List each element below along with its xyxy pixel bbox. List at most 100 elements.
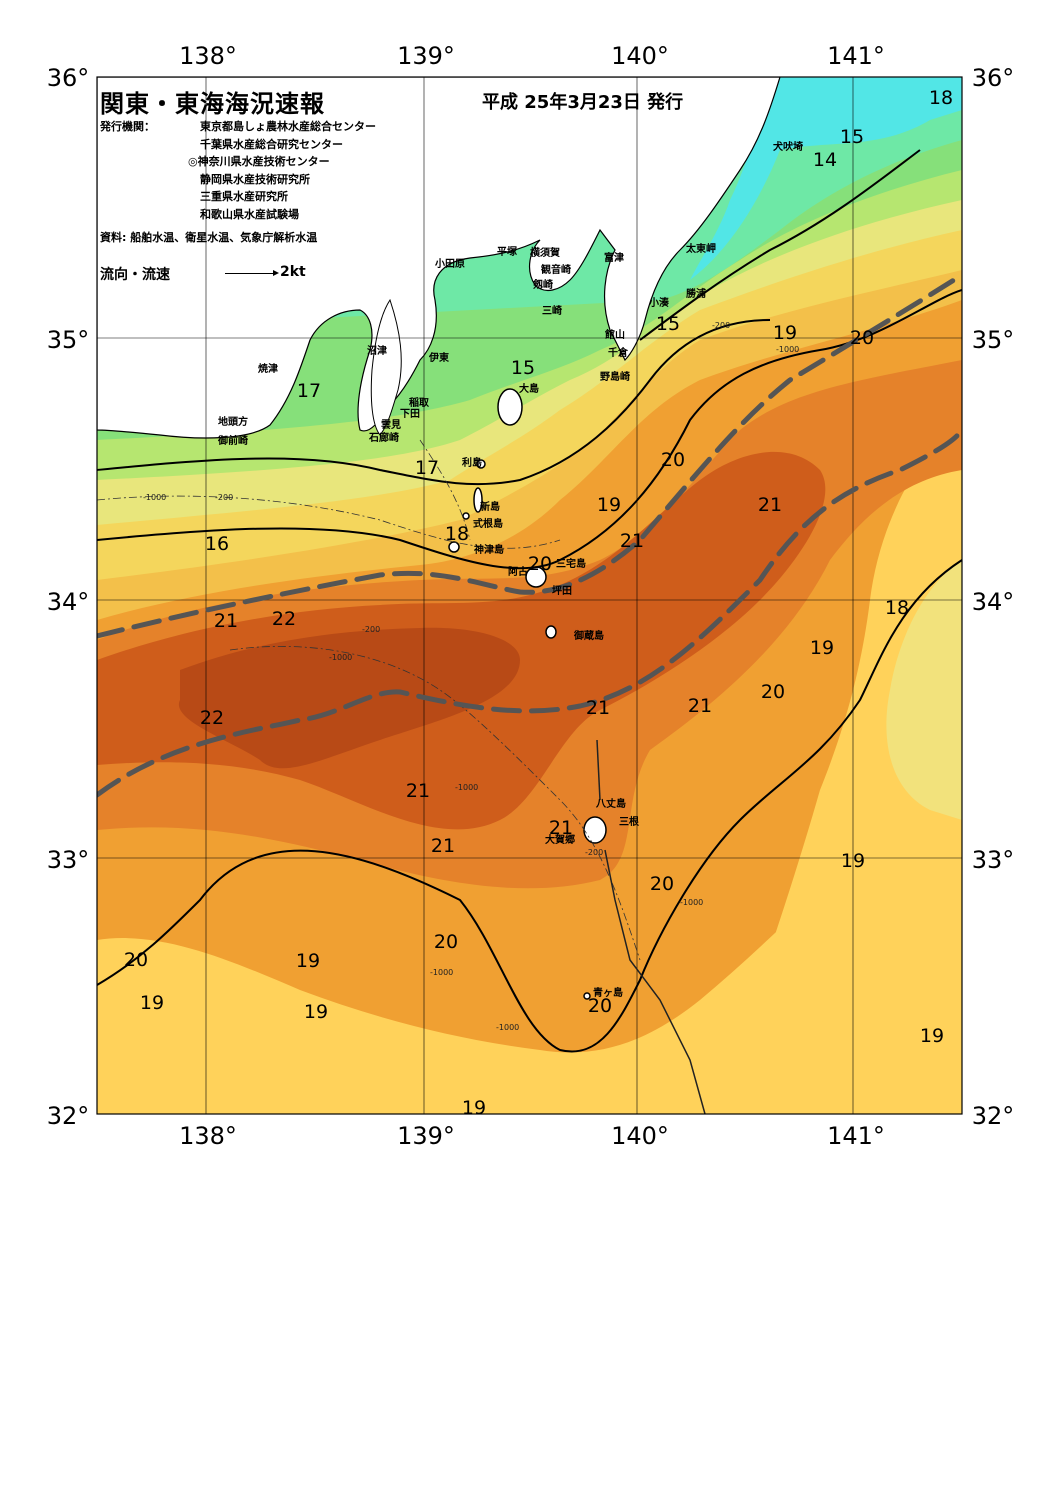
current-legend-label: 流向・流速	[100, 267, 170, 283]
sst-label: 20	[650, 873, 674, 895]
island-mikurajima	[545, 625, 557, 639]
sst-label: 19	[920, 1025, 944, 1047]
sst-label: 21	[688, 695, 712, 717]
issuer-item: 東京都島しょ農林水産総合センター	[200, 120, 376, 133]
sst-zone-23	[178, 627, 520, 769]
sst-label: 19	[296, 950, 320, 972]
isotherm-20-north	[97, 289, 962, 570]
depth-label: -1000	[455, 783, 478, 792]
place-label: 小湊	[648, 296, 670, 309]
isotherm-20-south	[97, 559, 962, 1053]
place-label: 地頭方	[218, 415, 248, 428]
depth-label: -200	[712, 321, 730, 330]
sst-label: 16	[205, 533, 229, 555]
sst-label: 17	[415, 457, 439, 479]
issue-date: 平成 25年3月23日 発行	[482, 92, 684, 113]
lon-tick-top-140: 140°	[611, 42, 669, 70]
depth-label: -1000	[680, 898, 703, 907]
isotherm-19-north	[97, 319, 771, 486]
place-label: 三崎	[542, 304, 562, 317]
place-label: 野島崎	[600, 370, 630, 383]
lat-tick-right-35: 35°	[972, 326, 1015, 354]
lat-tick-right-34: 34°	[972, 588, 1015, 616]
sst-label: 19	[597, 494, 621, 516]
isotherms	[97, 149, 962, 1053]
land-kanto-tokai	[97, 77, 781, 439]
place-label: 三宅島	[556, 557, 586, 570]
sst-zone-19-east	[760, 420, 962, 1114]
lon-tick-top-138: 138°	[179, 42, 237, 70]
land-izu-peninsula	[370, 298, 402, 436]
sst-label: 19	[462, 1097, 486, 1119]
sst-label: 20	[588, 995, 612, 1017]
issuer-item: 三重県水産研究所	[200, 190, 288, 203]
place-label: 横須賀	[530, 246, 560, 259]
place-label: 勝浦	[686, 287, 706, 300]
isotherm-15	[639, 149, 921, 341]
place-label: 千倉	[608, 346, 629, 359]
island-hachijojima	[583, 816, 607, 844]
coordinate-labels: 138° 139° 140° 141° 138° 139° 140° 141° …	[47, 42, 1015, 1150]
lon-tick-bottom-141: 141°	[827, 1122, 885, 1150]
lon-tick-bottom-139: 139°	[397, 1122, 455, 1150]
sst-label: 20	[124, 949, 148, 971]
sst-label: 18	[929, 87, 953, 109]
lat-tick-left-34: 34°	[47, 588, 90, 616]
issuer-item: ◎神奈川県水産技術センター	[188, 155, 330, 168]
place-label: 下田	[400, 408, 420, 420]
sst-label: 15	[840, 126, 864, 148]
lon-tick-top-141: 141°	[827, 42, 885, 70]
graticule	[97, 77, 962, 1114]
sst-label: 20	[528, 553, 552, 575]
place-label: 小田原	[434, 257, 465, 270]
depth-contours	[97, 439, 641, 961]
depth-label: -1000	[329, 653, 352, 662]
lat-tick-right-33: 33°	[972, 846, 1015, 874]
current-legend-unit: 2kt	[280, 264, 306, 280]
sst-zone-19-south	[97, 780, 962, 1114]
place-label: 剱崎	[532, 278, 553, 291]
data-source: 資料: 船舶水温、衛星水温、気象庁解析水温	[100, 231, 318, 244]
lat-tick-left-36: 36°	[47, 64, 90, 92]
island-niijima	[473, 487, 483, 513]
sst-label: 21	[758, 494, 782, 516]
sst-label: 19	[810, 637, 834, 659]
place-label: 犬吠埼	[773, 140, 803, 153]
map-frame	[96, 76, 963, 1115]
lon-tick-top-139: 139°	[397, 42, 455, 70]
place-label: 阿古	[508, 565, 528, 578]
place-label: 大島	[519, 382, 539, 395]
place-label: 青ヶ島	[593, 986, 623, 999]
sst-label: 21	[586, 697, 610, 719]
place-label: 式根島	[473, 517, 503, 530]
sst-label: 15	[511, 357, 535, 379]
sst-label: 19	[140, 992, 164, 1014]
map-body	[97, 77, 962, 1114]
place-label: 利島	[462, 456, 482, 469]
lon-tick-bottom-138: 138°	[179, 1122, 237, 1150]
sst-label: 14	[813, 149, 837, 171]
current-vectors	[596, 739, 706, 1114]
issuer-label: 発行機関：	[100, 120, 155, 133]
depth-label: -200	[585, 848, 603, 857]
place-label: 石廊崎	[368, 431, 399, 444]
depth-labels: -1000 -200 -1000 -200 -1000 -1000 -200 -…	[143, 321, 799, 1032]
temperature-labels: 18 15 14 15 19 20 15 17 17 20 19 21 21 1…	[124, 87, 953, 1119]
kuroshio-axis	[97, 272, 962, 798]
issuer-item: 静岡県水産技術研究所	[200, 172, 310, 186]
place-label: 太東岬	[685, 242, 716, 255]
sst-label: 20	[661, 449, 685, 471]
map-title: 関東・東海海況速報	[100, 90, 325, 118]
place-label: 神津島	[474, 543, 504, 556]
place-label: 沼津	[367, 344, 387, 357]
sst-label: 18	[445, 523, 469, 545]
place-label: 平塚	[497, 245, 517, 258]
sst-label: 19	[304, 1001, 328, 1023]
sst-label: 19	[773, 322, 797, 344]
depth-label: -1000	[143, 493, 166, 502]
place-label: 坪田	[552, 584, 572, 597]
sst-label: 21	[549, 817, 573, 839]
depth-label: -1000	[776, 345, 799, 354]
place-label: 御前崎	[217, 434, 248, 447]
